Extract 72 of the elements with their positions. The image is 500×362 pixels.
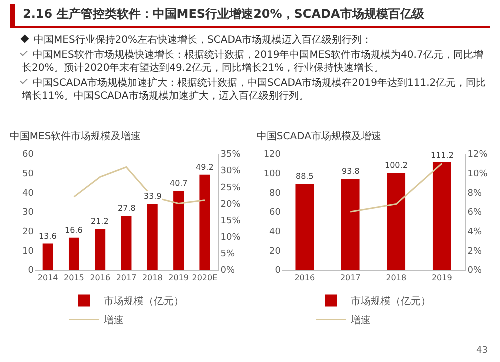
y2-tick-label: 25% — [220, 183, 242, 194]
x-tick-label: 2017 — [116, 274, 137, 283]
x-tick-label: 2017 — [340, 274, 361, 283]
bar — [432, 162, 452, 270]
y-tick-label: 20 — [270, 246, 282, 257]
legend-label: 市场规模（亿元） — [351, 296, 431, 308]
text: 中国MES行业保持20%左右快速增长，SCADA市场规模迈入百亿级别行列： — [34, 35, 372, 46]
x-tick-label: 2016 — [294, 274, 316, 283]
data-label: 16.6 — [65, 226, 83, 235]
x-tick-label: 2019 — [168, 274, 189, 283]
y-tick-label: 80 — [270, 188, 282, 199]
bar — [95, 229, 106, 270]
x-tick-label: 2019 — [432, 274, 452, 283]
x-tick-label: 2015 — [64, 274, 84, 283]
y-tick-label: 20 — [22, 227, 34, 238]
bar — [341, 179, 360, 270]
legend-label: 市场规模（亿元） — [104, 296, 184, 308]
data-label: 13.6 — [39, 232, 57, 241]
chart-title: 中国MES软件市场规模及增速 — [10, 130, 142, 143]
text: 2.16 生产管控类软件：中国MES行业增速20%，SCADA市场规模百亿级 — [10, 4, 490, 28]
y2-tick-label: 5% — [220, 250, 236, 260]
y2-tick-label: 15% — [220, 216, 242, 226]
y-tick-label: 0 — [275, 266, 282, 276]
y2-tick-label: 10% — [220, 233, 242, 244]
y2-tick-label: 12% — [468, 150, 488, 160]
text: 43 — [476, 346, 488, 356]
y2-tick-label: 10% — [468, 169, 488, 180]
y2-tick-label: 35% — [220, 150, 242, 160]
y2-tick-label: 0% — [220, 266, 236, 276]
y2-tick-label: 0% — [468, 266, 483, 276]
y2-tick-label: 6% — [468, 208, 483, 218]
legend-label: 增速 — [103, 314, 124, 327]
y-tick-label: 10 — [22, 246, 34, 257]
y-tick-label: 0 — [28, 266, 34, 276]
x-tick-label: 2020E — [192, 274, 218, 283]
bar — [200, 174, 210, 270]
data-label: 100.2 — [385, 161, 408, 170]
bar — [296, 184, 314, 270]
data-label: 27.8 — [118, 204, 136, 213]
y2-tick-label: 4% — [468, 227, 483, 238]
y-tick-label: 30 — [22, 208, 34, 218]
chart-title: 中国SCADA市场规模及增速 — [256, 130, 382, 143]
x-tick-label: 2018 — [386, 274, 407, 283]
data-label: 49.2 — [196, 163, 214, 172]
bar — [121, 216, 132, 270]
data-label: 111.2 — [431, 151, 454, 160]
y2-tick-label: 2% — [468, 246, 483, 257]
y-tick-label: 60 — [270, 208, 282, 218]
legend-label: 增速 — [350, 314, 371, 327]
y2-tick-label: 20% — [220, 200, 242, 210]
data-label: 21.2 — [91, 217, 109, 226]
y2-tick-label: 8% — [468, 188, 483, 199]
x-tick-label: 2014 — [38, 274, 58, 283]
bar — [174, 191, 184, 270]
bar — [42, 244, 54, 270]
bar — [387, 173, 406, 270]
text: 中国SCADA市场规模加速扩大：根据统计数据，中国SCADA市场规模在2019年达到111.2亿元，同比增长11%。中国SCADA市场规模加速扩大，迈入百亿级别行列。 — [22, 78, 486, 102]
y-tick-label: 100 — [264, 169, 282, 180]
y-tick-label: 120 — [264, 150, 282, 160]
data-label: 93.8 — [342, 167, 360, 176]
bar — [147, 204, 158, 270]
y-tick-label: 50 — [22, 169, 34, 180]
data-label: 88.5 — [296, 172, 314, 181]
bar — [68, 238, 80, 270]
y-tick-label: 40 — [22, 188, 34, 199]
x-tick-label: 2018 — [142, 274, 163, 283]
y-tick-label: 60 — [22, 150, 34, 160]
x-tick-label: 2016 — [90, 274, 111, 283]
text: 中国MES软件市场规模快速增长：根据统计数据，2019年中国MES软件市场规模为40.7亿元，同比增长20%。预计2020年末有望达到49.2亿元，同比增长21%，行业保持快速增长。 — [22, 50, 484, 74]
y2-tick-label: 30% — [220, 166, 242, 177]
y-tick-label: 40 — [270, 227, 282, 238]
data-label: 40.7 — [170, 179, 188, 188]
